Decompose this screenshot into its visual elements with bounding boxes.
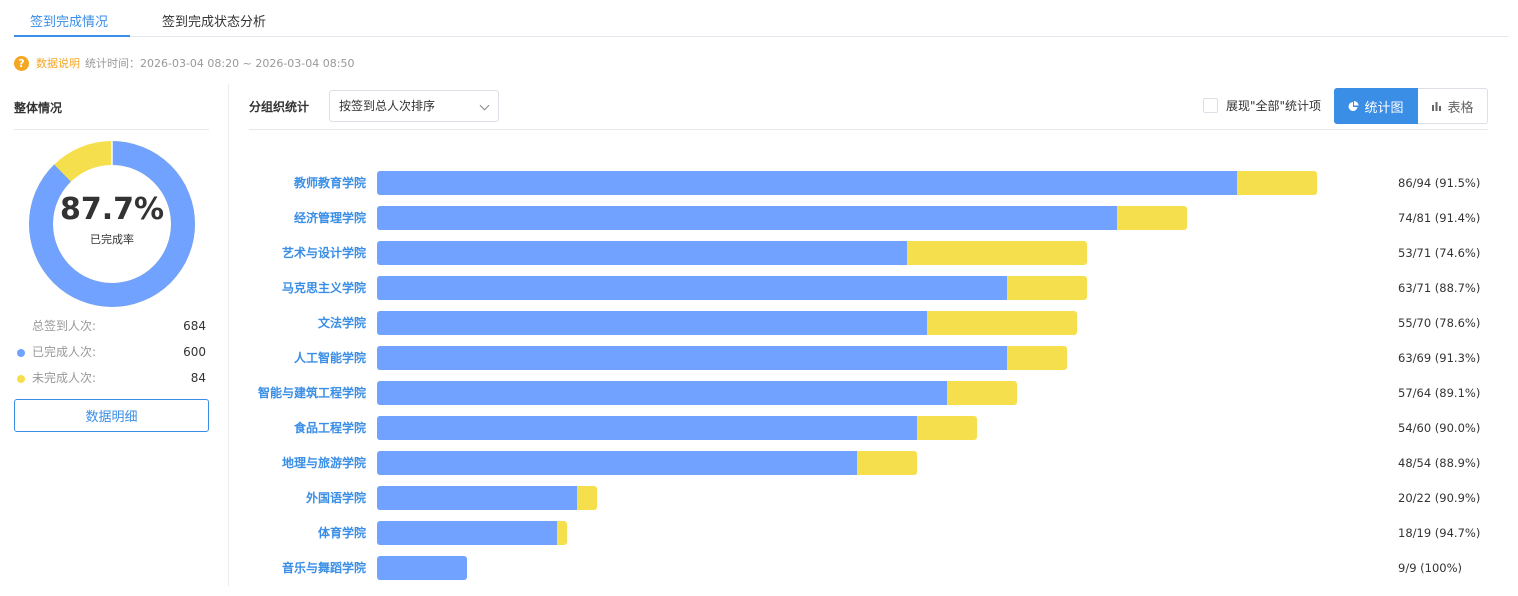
bar-completed[interactable]	[377, 416, 917, 440]
overall-panel: 整体情况 87.7% 已完成率 总签到人次: 684 已完成人次: 600 未完…	[14, 90, 209, 432]
chevron-down-icon	[479, 100, 490, 111]
completed-legend-dot	[17, 349, 25, 357]
category-label: 艺术与设计学院	[282, 245, 366, 260]
bar-completed-edge	[853, 451, 857, 475]
table-view-button[interactable]: 表格	[1418, 88, 1488, 124]
chart-view-button[interactable]: 统计图	[1334, 88, 1418, 124]
bar-completed[interactable]	[377, 171, 1237, 195]
data-label: 86/94 (91.5%)	[1398, 176, 1480, 190]
stat-incomplete-label: 未完成人次:	[32, 371, 97, 385]
stat-incomplete-value: 84	[190, 371, 206, 385]
data-label: 63/69 (91.3%)	[1398, 351, 1480, 365]
data-label: 57/64 (89.1%)	[1398, 386, 1480, 400]
tab-bar: 签到完成情况 签到完成状态分析	[14, 0, 1508, 37]
sort-select-value: 按签到总人次排序	[339, 99, 436, 113]
data-description-link[interactable]: 数据说明	[36, 57, 80, 70]
category-label: 文法学院	[318, 315, 366, 330]
data-label: 55/70 (78.6%)	[1398, 316, 1480, 330]
bar-completed-edge	[1113, 206, 1117, 230]
data-label: 74/81 (91.4%)	[1398, 211, 1480, 225]
data-label: 20/22 (90.9%)	[1398, 491, 1480, 505]
info-bar: ? 数据说明 统计时间：2026-03-04 08:20 ~ 2026-03-0…	[14, 55, 354, 71]
bar-completed-edge	[1003, 276, 1007, 300]
bar-completed[interactable]	[377, 556, 467, 580]
panel-divider	[228, 84, 229, 586]
category-label: 外国语学院	[306, 490, 366, 505]
incomplete-legend-dot	[17, 375, 25, 383]
completion-rate-label: 已完成率	[90, 233, 134, 246]
bar-completed-edge	[1233, 171, 1237, 195]
completion-rate-value: 87.7%	[59, 192, 165, 227]
chart-view-label: 统计图	[1364, 100, 1404, 116]
view-toggle: 统计图 表格	[1334, 88, 1488, 124]
bar-completed-edge	[903, 241, 907, 265]
sort-select[interactable]: 按签到总人次排序	[329, 90, 499, 122]
category-label: 智能与建筑工程学院	[257, 385, 366, 400]
pie-chart-icon	[1349, 100, 1359, 111]
show-all-label: 展现"全部"统计项	[1226, 99, 1322, 113]
bar-completed-edge	[573, 486, 577, 510]
bar-completed-edge	[913, 416, 917, 440]
bar-completed[interactable]	[377, 241, 907, 265]
data-detail-button[interactable]: 数据明细	[14, 399, 209, 432]
completion-donut: 87.7% 已完成率	[28, 140, 196, 308]
question-icon[interactable]: ?	[14, 55, 29, 71]
stat-total-value: 684	[183, 319, 206, 333]
tab-sign-in-completion[interactable]: 签到完成情况	[30, 15, 109, 30]
bar-completed-edge	[553, 521, 557, 545]
category-label: 音乐与舞蹈学院	[282, 560, 366, 575]
stat-incomplete: 未完成人次: 84	[14, 368, 209, 394]
data-label: 63/71 (88.7%)	[1398, 281, 1480, 295]
active-tab-indicator	[14, 35, 130, 37]
category-label: 食品工程学院	[293, 420, 366, 435]
category-label: 人工智能学院	[294, 350, 366, 365]
overall-stats: 总签到人次: 684 已完成人次: 600 未完成人次: 84	[14, 316, 209, 394]
tab-sign-in-status-analysis[interactable]: 签到完成状态分析	[162, 15, 267, 30]
group-stats-header: 分组织统计 按签到总人次排序 展现"全部"统计项 统计图 表格	[249, 88, 1488, 130]
data-label: 48/54 (88.9%)	[1398, 456, 1480, 470]
bar-completed-edge	[943, 381, 947, 405]
category-label: 马克思主义学院	[282, 280, 366, 295]
group-stats-title: 分组织统计	[249, 100, 310, 114]
stat-completed-value: 600	[183, 345, 206, 359]
bar-completed[interactable]	[377, 451, 857, 475]
bar-completed-edge	[923, 311, 927, 335]
bar-completed[interactable]	[377, 311, 927, 335]
donut-chart	[29, 140, 195, 307]
category-label: 经济管理学院	[294, 210, 366, 225]
bar-completed-edge	[1003, 346, 1007, 370]
bar-completed[interactable]	[377, 346, 1007, 370]
statistics-time: 统计时间：2026-03-04 08:20 ~ 2026-03-04 08:50	[85, 57, 355, 70]
overall-title: 整体情况	[14, 90, 209, 130]
bar-completed[interactable]	[377, 381, 947, 405]
category-label: 教师教育学院	[293, 175, 366, 190]
bar-completed[interactable]	[377, 276, 1007, 300]
bar-completed[interactable]	[377, 521, 557, 545]
category-label: 体育学院	[318, 525, 366, 540]
stat-completed-label: 已完成人次:	[32, 345, 97, 359]
category-label: 地理与旅游学院	[282, 455, 366, 470]
show-all-checkbox[interactable]	[1203, 98, 1218, 113]
stat-completed: 已完成人次: 600	[14, 342, 209, 368]
data-label: 54/60 (90.0%)	[1398, 421, 1480, 435]
data-label: 53/71 (74.6%)	[1398, 246, 1480, 260]
show-all-toggle[interactable]: 展现"全部"统计项	[1203, 97, 1321, 114]
data-label: 9/9 (100%)	[1398, 561, 1462, 575]
stat-total: 总签到人次: 684	[14, 316, 209, 342]
stat-total-label: 总签到人次:	[32, 319, 97, 333]
bar-completed[interactable]	[377, 206, 1117, 230]
bar-chart-icon	[1432, 102, 1442, 111]
data-label: 18/19 (94.7%)	[1398, 526, 1480, 540]
bar-completed[interactable]	[377, 486, 577, 510]
table-view-label: 表格	[1447, 100, 1474, 116]
